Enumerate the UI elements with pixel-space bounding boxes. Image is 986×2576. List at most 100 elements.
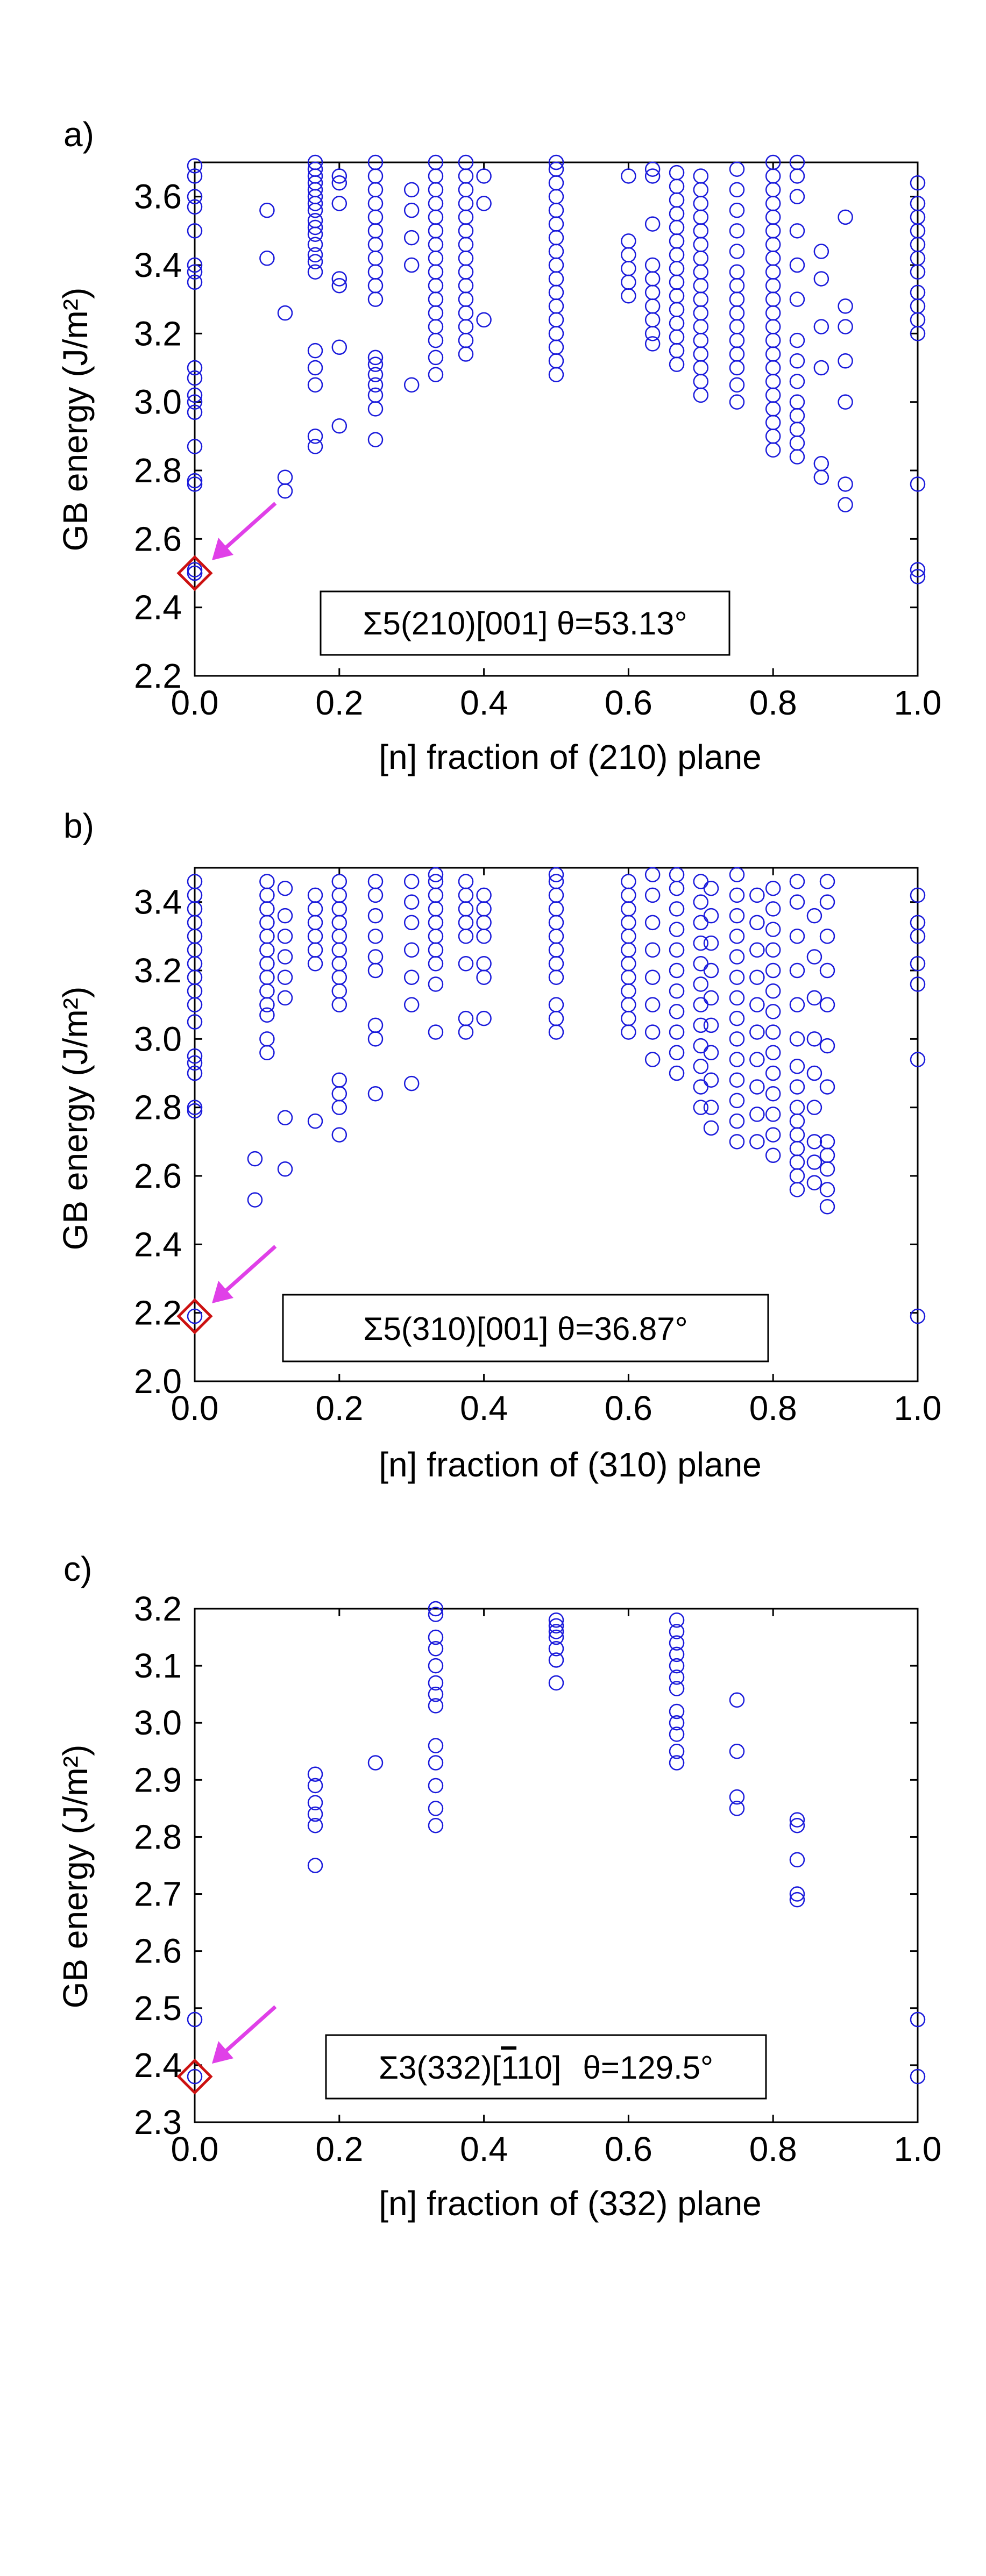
- y-tick-label: 3.0: [134, 1703, 182, 1742]
- scatter-point: [331, 418, 347, 434]
- scatter-point: [789, 1079, 805, 1095]
- scatter-point: [548, 1618, 564, 1634]
- scatter-point: [187, 1055, 203, 1071]
- scatter-point: [669, 983, 685, 999]
- scatter-point: [669, 1635, 685, 1651]
- scatter-point: [458, 874, 474, 889]
- scatter-point: [548, 1624, 564, 1639]
- scatter-point: [910, 562, 926, 577]
- scatter-point: [693, 1017, 709, 1033]
- scatter-point: [428, 1778, 444, 1794]
- scatter-point: [806, 1065, 822, 1081]
- scatter-point: [187, 264, 203, 280]
- scatter-point: [367, 1086, 384, 1102]
- y-tick-label: 3.0: [134, 383, 182, 422]
- scatter-point: [703, 1100, 719, 1115]
- pointer-arrow-shaft: [217, 2005, 277, 2059]
- scatter-point: [813, 319, 829, 334]
- scatter-point: [669, 1755, 685, 1771]
- scatter-point: [644, 216, 661, 232]
- scatter-point: [669, 1658, 685, 1674]
- scatter-point: [307, 219, 323, 236]
- scatter-point: [307, 247, 323, 263]
- scatter-point: [644, 161, 661, 177]
- y-axis-label: GB energy (J/m²): [56, 288, 95, 552]
- scatter-point: [428, 1738, 444, 1753]
- scatter-point: [187, 404, 203, 420]
- scatter-point: [187, 2011, 203, 2028]
- scatter-point: [806, 1031, 822, 1047]
- scatter-point: [367, 356, 384, 372]
- scatter-point: [789, 1892, 805, 1908]
- scatter-point: [644, 887, 661, 903]
- scatter-point: [644, 336, 661, 352]
- scatter-point: [367, 1017, 384, 1033]
- y-axis-label: GB energy (J/m²): [56, 1745, 95, 2009]
- y-tick-label: 2.8: [134, 451, 182, 490]
- y-tick-label: 2.4: [134, 2046, 182, 2085]
- scatter-point: [693, 935, 709, 951]
- scatter-point: [910, 175, 926, 191]
- scatter-point: [428, 1698, 444, 1714]
- scatter-point: [367, 432, 384, 447]
- scatter-point: [187, 360, 203, 376]
- scatter-point: [187, 158, 203, 174]
- scatter-point: [307, 237, 323, 253]
- scatter-point: [838, 298, 853, 314]
- x-tick-label: 0.4: [460, 2130, 508, 2168]
- scatter-point: [476, 312, 492, 328]
- y-tick-label: 3.2: [134, 1589, 182, 1628]
- y-tick-label: 2.8: [134, 1088, 182, 1127]
- scatter-point: [187, 168, 203, 184]
- scatter-point: [749, 887, 765, 903]
- scatter-point: [789, 1886, 805, 1902]
- scatter-point: [806, 1154, 822, 1170]
- scatter-point: [765, 154, 781, 170]
- scatter-point: [428, 1641, 444, 1657]
- scatter-point: [789, 1059, 805, 1074]
- panel-c: c) GB energy (J/m²) [n] fraction of (332…: [56, 1550, 941, 2223]
- x-tick-label: 0.8: [749, 1389, 797, 1428]
- scatter-point: [806, 908, 822, 924]
- scatter-point: [307, 1778, 323, 1794]
- scatter-point: [367, 377, 384, 393]
- x-tick-label: 0.0: [171, 683, 219, 722]
- scatter-point: [644, 257, 661, 273]
- scatter-point: [729, 1113, 745, 1129]
- scatter-point: [765, 1147, 781, 1164]
- scatter-point: [729, 1031, 745, 1047]
- scatter-point: [187, 370, 203, 386]
- scatter-point: [819, 1134, 835, 1150]
- scatter-point: [187, 476, 203, 492]
- scatter-point: [765, 1024, 781, 1040]
- scatter-point: [749, 1107, 765, 1122]
- scatter-point: [458, 956, 474, 972]
- scatter-point: [789, 929, 805, 944]
- y-tick-label: 3.0: [134, 1019, 182, 1058]
- pointer-arrow-head: [212, 2041, 233, 2064]
- scatter-point: [789, 291, 805, 307]
- scatter-point: [669, 1624, 685, 1639]
- scatter-point: [307, 429, 323, 444]
- scatter-point: [789, 1031, 805, 1047]
- x-tick-label: 1.0: [894, 2130, 942, 2168]
- scatter-point: [277, 469, 293, 485]
- scatter-point: [187, 1308, 203, 1324]
- y-tick-label: 3.2: [134, 314, 182, 353]
- scatter-point: [729, 1072, 745, 1088]
- x-tick-label: 1.0: [894, 1389, 942, 1428]
- y-tick-label: 2.9: [134, 1760, 182, 1799]
- scatter-point: [476, 196, 492, 211]
- highlight-marker: [176, 502, 277, 591]
- scatter-point: [729, 223, 745, 239]
- scatter-point: [729, 1052, 745, 1067]
- scatter-point: [548, 1612, 564, 1628]
- scatter-point: [765, 942, 781, 958]
- scatter-point: [765, 1065, 781, 1081]
- scatter-point: [367, 874, 384, 889]
- scatter-point: [819, 1182, 835, 1197]
- scatter-point: [548, 1629, 564, 1645]
- scatter-point: [307, 254, 323, 269]
- scatter-point: [247, 1151, 263, 1167]
- annotation-text: Σ3(332)[110] θ=129.5°: [379, 2050, 713, 2086]
